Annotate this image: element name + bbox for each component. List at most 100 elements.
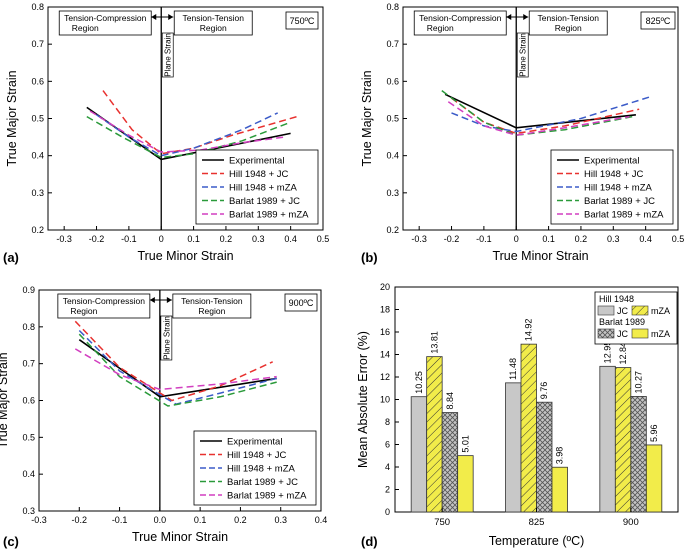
y-tick-label: 0.9 bbox=[22, 285, 35, 295]
y-tick-label: 18 bbox=[380, 305, 390, 315]
x-tick-label: -0.1 bbox=[476, 234, 492, 244]
y-tick-label: 6 bbox=[385, 440, 390, 450]
legend-swatch bbox=[631, 305, 649, 316]
legend-swatch bbox=[631, 328, 649, 339]
bar-value-label: 8.84 bbox=[445, 392, 455, 410]
series-line-hill-1948-mza bbox=[96, 112, 279, 157]
y-tick-label: 0.3 bbox=[22, 506, 35, 516]
legend-swatch bbox=[597, 305, 615, 316]
x-tick-label: -0.2 bbox=[444, 234, 460, 244]
legend-label: Experimental bbox=[229, 156, 284, 167]
region-right-label: Region bbox=[198, 306, 225, 316]
legend-label: JC bbox=[617, 306, 629, 316]
y-tick-label: 0.8 bbox=[386, 2, 399, 12]
y-tick-label: 0.7 bbox=[386, 39, 399, 49]
legend-swatch bbox=[597, 328, 615, 339]
plane-strain-box bbox=[516, 32, 529, 78]
bar bbox=[505, 382, 522, 513]
arrow-head-left bbox=[151, 14, 157, 20]
region-left-box bbox=[413, 10, 507, 36]
x-tick-label: 0.3 bbox=[274, 515, 287, 525]
legend-label: Barlat 1989 + JC bbox=[584, 196, 655, 207]
region-right-box bbox=[172, 293, 252, 319]
y-tick-label: 0.5 bbox=[22, 432, 35, 442]
y-tick-label: 20 bbox=[380, 282, 390, 292]
bar-value-label: 5.96 bbox=[649, 424, 659, 442]
chart-panel-b: -0.3 -0.2 -0.1 0 0.1 0.2 0.3 0.4 0.5 0.2 0.3 0.4 0.5… bbox=[360, 2, 684, 265]
bar-value-label: 10.25 bbox=[414, 371, 424, 394]
bar bbox=[536, 401, 553, 513]
y-tick-label: 8 bbox=[385, 417, 390, 427]
x-tick-label: 0 bbox=[159, 234, 164, 244]
bar bbox=[551, 466, 568, 513]
x-tick-label: 0.0 bbox=[154, 515, 167, 525]
bar bbox=[599, 365, 616, 513]
legend-label: mZA bbox=[651, 306, 670, 316]
legend-group-label: Hill 1948 bbox=[599, 294, 634, 304]
bar bbox=[410, 396, 428, 513]
bar bbox=[645, 444, 663, 513]
series-line-barlat-1989-mza bbox=[89, 110, 285, 153]
y-tick-label: 10 bbox=[380, 395, 390, 405]
x-tick-label: 0.2 bbox=[234, 515, 247, 525]
x-tick-label: -0.3 bbox=[56, 234, 72, 244]
bar-value-label: 5.01 bbox=[460, 435, 470, 453]
legend-box bbox=[195, 149, 319, 225]
temperature-box bbox=[285, 11, 319, 30]
legend-label: JC bbox=[617, 329, 629, 339]
temperature-label: 900ºC bbox=[289, 298, 314, 308]
x-tick-label: 0.3 bbox=[252, 234, 265, 244]
y-tick-label: 0.6 bbox=[31, 76, 44, 86]
y-tick-label: 0.2 bbox=[386, 225, 399, 235]
region-right-label: Region bbox=[200, 23, 227, 33]
bar-value-label: 10.27 bbox=[634, 371, 644, 394]
legend-label: Hill 1948 + JC bbox=[584, 169, 644, 180]
bar bbox=[614, 367, 632, 513]
y-tick-label: 0 bbox=[385, 507, 390, 517]
series-line-experimental bbox=[444, 93, 636, 129]
x-tick-label: 0.2 bbox=[575, 234, 588, 244]
bar bbox=[441, 412, 459, 513]
series-line-experimental bbox=[78, 339, 277, 398]
bar-value-label: 11.48 bbox=[508, 358, 518, 380]
legend-label: Experimental bbox=[584, 156, 639, 167]
chart-panel-a: -0.3 -0.2 -0.1 0 0.1 0.2 0.3 0.4 0.5 0.2 0.3 0.4 0.5… bbox=[3, 2, 329, 265]
series-line-hill-1948-jc bbox=[74, 320, 274, 402]
legend-label: Hill 1948 + mZA bbox=[227, 464, 296, 475]
y-tick-label: 0.8 bbox=[31, 2, 44, 12]
region-left-box bbox=[57, 293, 151, 319]
series-line-hill-1948-jc bbox=[102, 90, 298, 155]
x-tick-label: -0.2 bbox=[72, 515, 88, 525]
arrow-head-left bbox=[506, 14, 512, 20]
y-axis-label: True Major Strain bbox=[0, 352, 10, 448]
region-right-box bbox=[173, 10, 253, 36]
x-tick-label: -0.3 bbox=[411, 234, 427, 244]
y-tick-label: 14 bbox=[380, 350, 390, 360]
series-line-barlat-1989-jc bbox=[441, 90, 633, 136]
panel-label: (d) bbox=[361, 534, 378, 549]
bar-value-label: 12.95 bbox=[603, 341, 613, 364]
series-line-barlat-1989-mza bbox=[74, 348, 277, 391]
y-tick-label: 0.3 bbox=[386, 188, 399, 198]
plane-strain-box bbox=[160, 315, 173, 361]
legend-label: Experimental bbox=[227, 437, 282, 448]
region-right-box bbox=[528, 10, 608, 36]
bar bbox=[426, 356, 443, 513]
x-axis-label: True Minor Strain bbox=[132, 530, 228, 544]
y-axis-label: Mean Absolute Error (%) bbox=[356, 331, 370, 468]
x-tick-label: 0 bbox=[514, 234, 519, 244]
region-left-label: Tension-Compression bbox=[64, 13, 146, 23]
y-tick-label: 12 bbox=[380, 372, 390, 382]
arrow-head-right bbox=[166, 297, 172, 303]
y-tick-label: 0.5 bbox=[386, 114, 399, 124]
region-right-label: Tension-Tension bbox=[538, 13, 600, 23]
plane-strain-label: Plane Strain bbox=[162, 316, 171, 360]
x-tick-label: 0.1 bbox=[542, 234, 555, 244]
bar-value-label: 13.81 bbox=[429, 331, 439, 354]
x-tick-label: 0.5 bbox=[317, 234, 330, 244]
x-tick-label: -0.2 bbox=[89, 234, 105, 244]
region-right-label: Tension-Tension bbox=[183, 13, 245, 23]
x-axis-label: Temperature (ºC) bbox=[489, 534, 585, 548]
x-tick-label: -0.1 bbox=[112, 515, 128, 525]
region-left-label: Tension-Compression bbox=[63, 296, 145, 306]
